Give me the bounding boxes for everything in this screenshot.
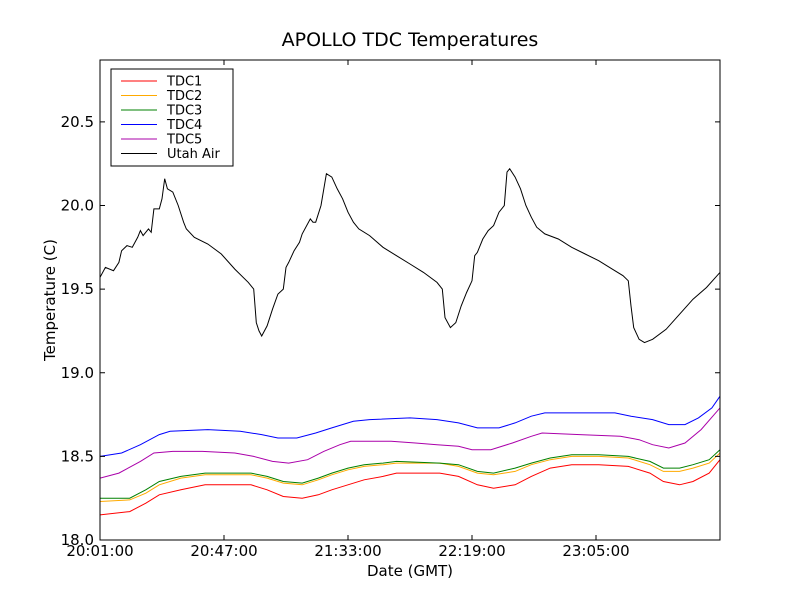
y-axis-label: Temperature (C) <box>41 239 59 362</box>
x-tick-label: 20:47:00 <box>190 542 257 560</box>
y-tick-label: 18.0 <box>61 531 94 549</box>
x-tick-label: 20:01:00 <box>66 542 133 560</box>
series-line-utah-air <box>100 167 720 344</box>
legend-label-tdc2: TDC2 <box>166 89 202 104</box>
series-line-tdc4 <box>100 395 720 457</box>
legend-label-tdc4: TDC4 <box>166 118 202 133</box>
x-axis-label: Date (GMT) <box>367 562 453 580</box>
y-tick-label: 18.5 <box>61 447 94 465</box>
y-tick-label: 20.5 <box>61 113 94 131</box>
series-layer <box>100 167 720 516</box>
y-tick-label: 19.5 <box>61 280 94 298</box>
legend-box <box>110 68 234 167</box>
series-line-tdc1 <box>100 459 720 516</box>
legend-label-utah-air: Utah Air <box>167 147 220 162</box>
y-tick-label: 19.0 <box>61 364 94 382</box>
series-line-tdc3 <box>100 449 720 499</box>
x-tick-label: 23:05:00 <box>562 542 629 560</box>
chart-title: APOLLO TDC Temperatures <box>282 29 539 51</box>
y-tick-label: 20.0 <box>61 197 94 215</box>
series-line-tdc5 <box>100 407 720 479</box>
legend-label-tdc5: TDC5 <box>166 133 202 148</box>
x-tick-label: 21:33:00 <box>314 542 381 560</box>
series-line-tdc2 <box>100 452 720 502</box>
plot-frame <box>99 59 721 541</box>
x-tick-label: 22:19:00 <box>438 542 505 560</box>
ticks-layer: 20:01:00 20:47:00 21:33:00 22:19:00 23:05:00… <box>61 60 720 560</box>
legend-label-tdc3: TDC3 <box>166 104 202 119</box>
legend-label-tdc1: TDC1 <box>166 75 202 90</box>
